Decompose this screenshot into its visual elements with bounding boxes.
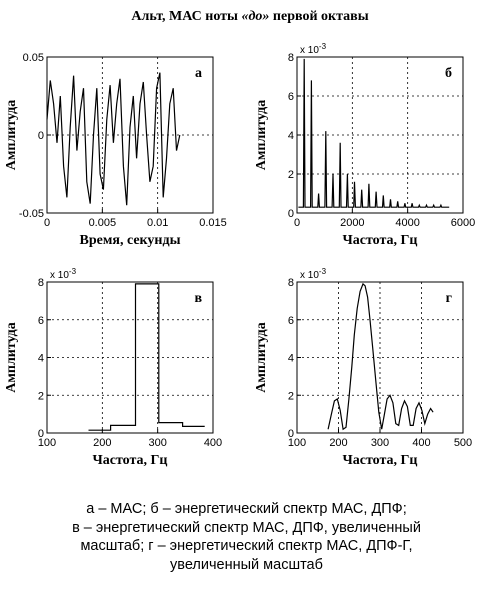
figure-caption: а – МАС; б – энергетический спектр МАС, … (0, 500, 493, 574)
x-tick-label: 0.005 (89, 217, 117, 229)
y-axis-label: Амплитуда (4, 322, 19, 393)
y-axis-label: Амплитуда (4, 100, 19, 171)
y-tick-label: 6 (288, 315, 294, 327)
y-axis-label: Амплитуда (254, 322, 269, 393)
multiplier-exp: -3 (319, 267, 327, 276)
y-tick-label: 0 (288, 428, 294, 440)
x-axis-label: Частота, Гц (342, 233, 417, 248)
panel-2: 0 2000 4000 6000 8 6 4 2 0 x 10-3 Частота, Гц Ампли… (254, 42, 475, 248)
y-tick-label: 0 (288, 208, 294, 220)
x-tick-label: 500 (454, 437, 472, 449)
multiplier-base: x 10 (300, 45, 319, 56)
figure-title-em: «до» (241, 9, 269, 24)
panel-3: 100 200 300 400 8 6 4 2 0 x 10-3 Частота, Гц Амплит… (4, 267, 222, 468)
x-tick-label: 200 (93, 437, 111, 449)
x-tick-label: 300 (148, 437, 166, 449)
panel-4: 100 200 300 400 500 8 6 4 2 0 x 10-3 Частота, Гц Амп… (254, 267, 472, 468)
y-axis-label: Амплитуда (254, 100, 269, 171)
y-tick-label: 6 (38, 315, 44, 327)
y-tick-label: 4 (288, 130, 294, 142)
data-series-line (327, 282, 434, 431)
panel-letter: в (194, 291, 202, 306)
panel-letter: а (195, 66, 202, 81)
x-tick-label: 4000 (395, 217, 419, 229)
x-tick-label: 6000 (451, 217, 475, 229)
figure-title: Альт, МАС ноты «до» первой октавы (131, 9, 368, 24)
y-tick-label: 0 (38, 428, 44, 440)
y-tick-label: 2 (38, 390, 44, 402)
figure-title-pre: Альт, МАС ноты (131, 9, 241, 24)
figure-title-post: первой октавы (269, 9, 368, 24)
y-tick-label: 8 (288, 52, 294, 64)
x-axis-label: Частота, Гц (92, 453, 167, 468)
x-tick-label: 200 (329, 437, 347, 449)
caption-line-2: в – энергетический спектр МАС, ДПФ, увел… (72, 519, 421, 536)
multiplier-base: x 10 (50, 270, 69, 281)
panel-letter: б (445, 66, 452, 81)
x-tick-label: 0 (294, 217, 300, 229)
y-tick-label: 4 (38, 353, 44, 365)
y-tick-label: 8 (288, 277, 294, 289)
data-series-line (298, 58, 450, 208)
x-tick-label: 300 (371, 437, 389, 449)
x-tick-label: 0.015 (199, 217, 227, 229)
x-tick-label: 100 (288, 437, 306, 449)
x-tick-label: 0 (44, 217, 50, 229)
multiplier-exp: -3 (319, 42, 327, 51)
caption-line-3: масштаб; г – энергетический спектр МАС, … (80, 538, 413, 554)
data-series-line (46, 72, 181, 206)
y-tick-label: 0.05 (23, 52, 44, 64)
x-axis-label: Время, секунды (80, 233, 181, 248)
multiplier-exp: -3 (69, 267, 77, 276)
caption-line-4: увеличенный масштаб (170, 556, 323, 573)
y-tick-label: 0 (38, 130, 44, 142)
panel-letter: г (446, 291, 452, 306)
data-series-line (88, 283, 205, 431)
caption-line-1: а – МАС; б – энергетический спектр МАС, … (86, 501, 407, 517)
x-tick-label: 0.01 (147, 217, 168, 229)
y-tick-label: 4 (288, 353, 294, 365)
axis-multiplier: x 10-3 (50, 267, 77, 281)
y-tick-label: 6 (288, 91, 294, 103)
axis-multiplier: x 10-3 (300, 42, 327, 56)
x-tick-label: 100 (38, 437, 56, 449)
y-tick-label: -0.05 (19, 208, 44, 220)
axis-multiplier: x 10-3 (300, 267, 327, 281)
y-tick-label: 8 (38, 277, 44, 289)
x-tick-label: 400 (412, 437, 430, 449)
multiplier-base: x 10 (300, 270, 319, 281)
y-tick-label: 2 (288, 390, 294, 402)
x-tick-label: 2000 (340, 217, 364, 229)
y-tick-label: 2 (288, 169, 294, 181)
x-tick-label: 400 (204, 437, 222, 449)
x-axis-label: Частота, Гц (342, 453, 417, 468)
